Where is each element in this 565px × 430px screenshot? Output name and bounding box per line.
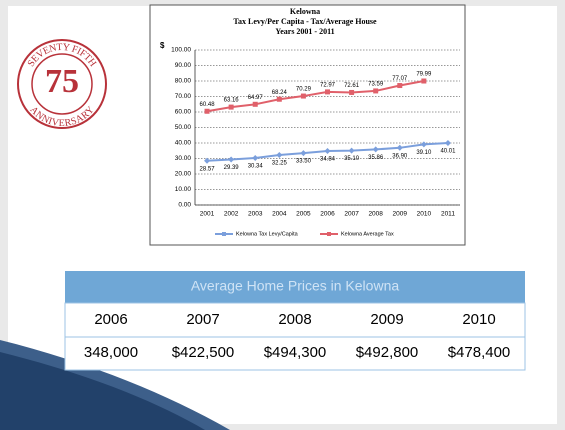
data-label: 64.97 [248, 95, 264, 101]
data-label: 29.39 [224, 165, 240, 171]
logo-number: 75 [45, 63, 79, 100]
chart-frame [149, 4, 466, 246]
x-tick-label: 2006 [320, 211, 335, 218]
y-tick-label: 10.00 [175, 186, 192, 193]
point [276, 96, 282, 102]
x-tick-label: 2002 [224, 211, 239, 218]
table-cell: $478,400 [448, 344, 511, 361]
table-cell: $494,300 [264, 344, 327, 361]
point [300, 93, 306, 99]
data-label: 39.10 [416, 150, 432, 156]
data-label: 33.50 [296, 159, 312, 165]
chart-title: Kelowna [290, 7, 320, 16]
y-tick-label: 90.00 [175, 62, 192, 69]
data-label: 36.90 [392, 153, 408, 159]
y-tick-label: 80.00 [175, 78, 192, 85]
point [372, 146, 379, 153]
table-header-cell: 2006 [94, 311, 127, 328]
data-label: 63.16 [224, 98, 240, 104]
y-tick-label: 50.00 [175, 124, 192, 131]
table-header-cell: 2009 [370, 311, 403, 328]
data-label: 30.34 [248, 164, 264, 170]
data-label: 35.10 [344, 156, 360, 162]
table: Average Home Prices in Kelowna 2006 2007 2… [64, 271, 526, 371]
y-tick-label: 60.00 [175, 109, 192, 116]
y-tick-label: 30.00 [175, 155, 192, 162]
series-line [206, 80, 425, 113]
swoosh-dark [0, 352, 205, 430]
data-label: 68.24 [272, 90, 288, 96]
chart-subtitle: Tax Levy/Per Capita - Tax/Average House [233, 17, 377, 26]
x-tick-label: 2004 [272, 211, 287, 218]
data-label: 73.59 [368, 82, 384, 88]
table-header-cell: 2008 [278, 311, 311, 328]
data-label: 34.84 [320, 157, 336, 163]
point [324, 147, 331, 154]
y-tick-label: 70.00 [175, 93, 192, 100]
legend-label: Kelowna Average Tax [341, 231, 394, 237]
plot: 0.00 10.00 20.00 30.00 40.00 50.00 60.00 70.00 8… [171, 47, 460, 237]
x-tick-label: 2003 [248, 211, 263, 218]
data-label: 72.61 [344, 83, 360, 89]
logo-inner-ring [31, 53, 93, 115]
x-tick-label: 2009 [393, 211, 408, 218]
data-label: 60.48 [200, 102, 216, 108]
table-header-bg [65, 271, 525, 303]
chart-subtitle-2: Years 2001 - 2011 [275, 27, 334, 36]
data-label: 35.86 [368, 155, 384, 161]
table-cell: $422,500 [172, 344, 235, 361]
point [228, 156, 235, 163]
point [252, 101, 258, 107]
point [204, 108, 210, 114]
y-tick-label: 20.00 [175, 171, 192, 178]
y-tick-label: 100.00 [171, 47, 191, 54]
point [276, 152, 283, 159]
data-label: 77.07 [392, 76, 408, 82]
legend-marker [222, 232, 226, 236]
point [421, 78, 427, 84]
point [373, 88, 379, 94]
point [397, 83, 403, 89]
table-title: Average Home Prices in Kelowna [191, 278, 400, 294]
data-label: 70.29 [296, 87, 312, 93]
point [228, 104, 234, 110]
point [252, 154, 259, 161]
table-cell: 348,000 [84, 344, 138, 361]
point [396, 144, 403, 151]
point [348, 147, 355, 154]
data-label: 28.57 [200, 166, 216, 172]
point [204, 157, 211, 164]
data-label: 79.99 [416, 72, 432, 78]
y-tick-label: 0.00 [178, 202, 191, 209]
point [349, 89, 355, 95]
table-header-cell: 2010 [462, 311, 495, 328]
y-tick-label: 40.00 [175, 140, 192, 147]
y-axis-label: $ [160, 41, 165, 50]
point [420, 141, 427, 148]
data-label: 32.25 [272, 161, 288, 167]
x-tick-label: 2008 [368, 211, 383, 218]
legend-marker [327, 232, 331, 236]
point [325, 89, 330, 95]
point [300, 150, 307, 157]
x-tick-label: 2005 [296, 211, 311, 218]
legend-label: Kelowna Tax Levy/Capita [236, 231, 299, 237]
table-header-cell: 2007 [186, 311, 219, 328]
logo: SEVENTY FIFTH ANNIVERSARY 75 [17, 39, 107, 129]
table-cell: $492,800 [356, 344, 419, 361]
x-tick-label: 2001 [200, 211, 215, 218]
data-label: 40.01 [440, 149, 456, 155]
data-label: 72.97 [320, 82, 336, 88]
point [444, 139, 451, 146]
x-tick-label: 2007 [344, 211, 359, 218]
x-tick-label: 2010 [417, 211, 432, 218]
x-tick-label: 2011 [441, 211, 455, 218]
